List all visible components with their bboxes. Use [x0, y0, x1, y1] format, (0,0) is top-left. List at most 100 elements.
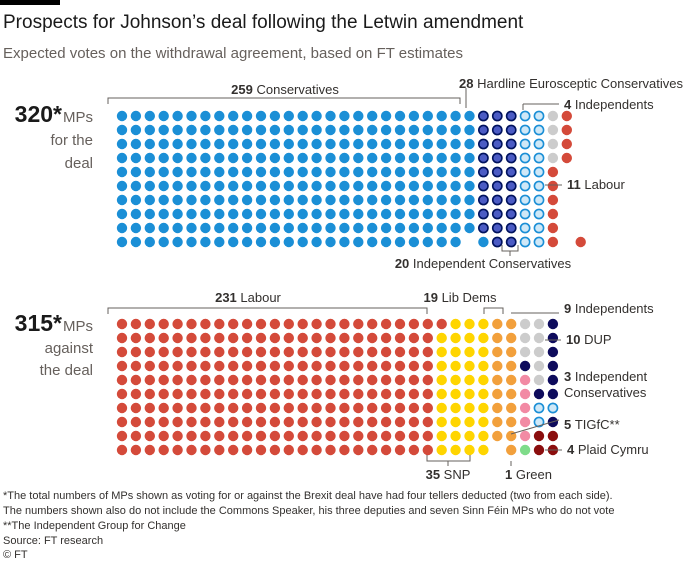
dot-for-conservative: [241, 194, 253, 206]
dot-against-lib-dem: [506, 346, 517, 358]
dot-against-labour: [311, 332, 322, 344]
dot-for-conservative: [380, 110, 392, 122]
dot-against-independent: [519, 332, 531, 344]
dot-against-labour: [325, 332, 336, 344]
dot-for-conservative: [144, 124, 155, 136]
dot-for-conservative: [186, 110, 197, 122]
dot-for-conservative: [283, 180, 294, 192]
dot-against-labour: [255, 346, 267, 358]
dot-for-hardline-eurosceptic: [477, 124, 489, 136]
dot-for-conservative: [200, 110, 211, 122]
dot-for-conservative: [353, 124, 364, 136]
dot-for-conservative: [200, 124, 211, 136]
dot-for-conservative: [450, 152, 461, 164]
dot-for-independent-conservative: [519, 222, 531, 234]
dot-for-conservative: [380, 236, 392, 248]
dot-against-labour: [130, 332, 142, 344]
dot-against-lib-dem: [506, 332, 517, 344]
dot-against-snp: [464, 430, 475, 442]
dot-against-tigfc: [519, 402, 531, 414]
dot-against-labour: [311, 374, 322, 386]
dot-for-conservative: [241, 124, 253, 136]
dot-against-snp: [478, 374, 489, 386]
dot-for-conservative: [464, 152, 475, 164]
dot-against-labour: [172, 416, 183, 428]
dot-against-labour: [297, 402, 308, 414]
dot-against-plaid-cymru: [533, 430, 545, 442]
dot-against-labour: [228, 402, 239, 414]
for-conservatives-bracket: [107, 97, 461, 104]
dot-for-independent: [547, 152, 559, 164]
dot-for-labour: [547, 194, 559, 206]
dot-for-conservative: [339, 236, 350, 248]
dot-against-labour: [408, 332, 420, 344]
dot-against-snp: [436, 444, 447, 456]
dot-against-independent: [533, 360, 545, 372]
dot-against-labour: [186, 388, 197, 400]
dot-for-conservative: [436, 110, 447, 122]
dot-for-conservative: [297, 124, 308, 136]
dot-for-conservative: [283, 236, 294, 248]
dot-against-snp: [464, 346, 475, 358]
dot-for-independent-conservative: [519, 124, 531, 136]
dot-for-conservative: [172, 180, 183, 192]
dot-for-conservative: [297, 222, 308, 234]
dot-for-conservative: [325, 236, 336, 248]
dot-against-independent: [533, 332, 545, 344]
dot-for-conservative: [339, 124, 350, 136]
dot-against-labour: [408, 346, 420, 358]
dot-for-conservative: [450, 124, 461, 136]
dot-against-labour: [200, 402, 211, 414]
dot-for-conservative: [255, 222, 267, 234]
dot-for-hardline-eurosceptic: [477, 138, 489, 150]
dot-against-labour: [380, 416, 392, 428]
ft-credit: © FT: [3, 549, 28, 561]
dot-against-independent: [533, 318, 545, 330]
for-labour-label: 11 Labour: [567, 177, 626, 192]
dot-against-lib-dem: [506, 402, 517, 414]
dot-for-conservative: [200, 180, 211, 192]
dot-for-conservative: [116, 124, 128, 136]
dot-against-snp: [436, 430, 447, 442]
dot-for-labour: [547, 208, 559, 220]
dot-for-hardline-eurosceptic: [491, 166, 503, 178]
dot-for-conservative: [311, 180, 322, 192]
dot-for-conservative: [380, 166, 392, 178]
dot-for-independent-conservative: [533, 152, 545, 164]
dot-for-independent-conservative: [519, 236, 531, 248]
dot-against-labour: [297, 360, 308, 372]
dot-for-conservative: [269, 194, 281, 206]
dot-against-labour: [144, 416, 155, 428]
dot-against-labour: [255, 360, 267, 372]
dot-for-hardline-eurosceptic: [505, 166, 517, 178]
dot-against-labour: [186, 444, 197, 456]
dot-against-snp: [464, 318, 475, 330]
dot-for-conservative: [464, 208, 475, 220]
dot-against-snp: [478, 402, 489, 414]
dot-for-conservative: [367, 180, 378, 192]
dot-against-labour: [200, 318, 211, 330]
dot-against-labour: [172, 318, 183, 330]
dot-for-hardline-eurosceptic: [477, 194, 489, 206]
dot-for-conservative: [450, 110, 461, 122]
dot-against-snp: [478, 318, 489, 330]
dot-for-labour: [575, 236, 586, 248]
dot-against-labour: [394, 388, 406, 400]
dot-against-labour: [408, 444, 420, 456]
dot-for-conservative: [436, 194, 447, 206]
dot-against-labour: [172, 346, 183, 358]
dot-against-tigfc: [519, 416, 531, 428]
dot-for-conservative: [450, 180, 461, 192]
dot-for-conservative: [144, 194, 155, 206]
dot-against-snp: [450, 318, 461, 330]
dot-for-conservative: [450, 166, 461, 178]
dot-against-snp: [464, 402, 475, 414]
dot-for-conservative: [255, 166, 267, 178]
dot-against-labour: [130, 346, 142, 358]
dot-against-labour: [158, 318, 169, 330]
dot-for-conservative: [130, 124, 142, 136]
dot-against-labour: [283, 444, 294, 456]
dot-for-conservative: [241, 222, 253, 234]
dot-for-conservative: [186, 138, 197, 150]
dot-against-labour: [297, 388, 308, 400]
